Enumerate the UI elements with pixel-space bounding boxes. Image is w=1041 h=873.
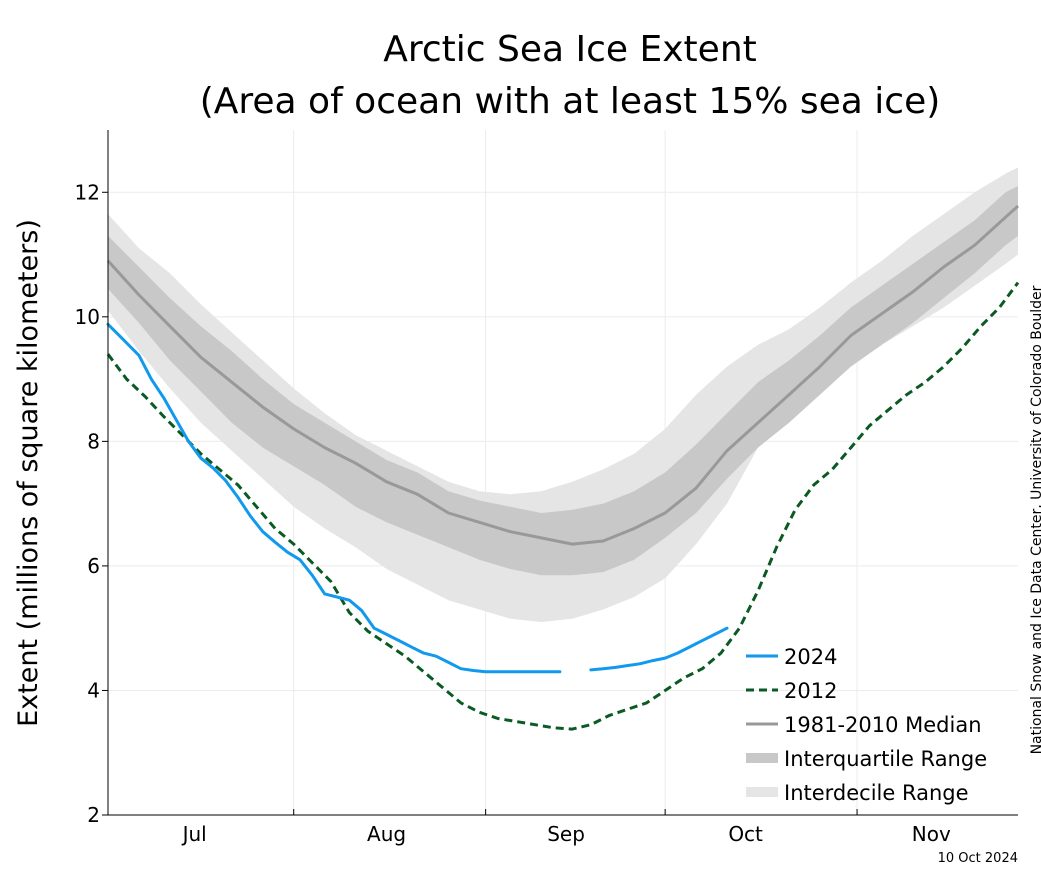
y-tick-label: 10: [75, 305, 100, 329]
x-tick-label-oct: Oct: [728, 822, 763, 846]
date-stamp: 10 Oct 2024: [938, 851, 1018, 866]
series-2024-line-segment-1: [106, 322, 562, 674]
series-2012-line: [106, 281, 1020, 731]
legend-label-1981-2010-median: 1981-2010 Median: [784, 713, 982, 737]
legend: 2024 2012 1981-2010 Median Interquartile Ra…: [746, 645, 987, 805]
range-bands: [108, 167, 1018, 622]
y-tick-label: 12: [75, 180, 100, 204]
axes: 2 4 6 8 10 12 Jul Aug Sep Oct Nov: [75, 130, 1018, 846]
median-line: [106, 204, 1020, 546]
legend-label-2024: 2024: [784, 645, 837, 669]
x-tick-label-nov: Nov: [912, 822, 951, 846]
interdecile-band: [108, 167, 1018, 622]
interquartile-band: [108, 186, 1018, 576]
chart-title-line2: (Area of ocean with at least 15% sea ice…: [200, 81, 941, 122]
legend-label-interdecile-range: Interdecile Range: [784, 781, 969, 805]
series-2024-line-segment-2: [589, 626, 729, 672]
legend-label-2012: 2012: [784, 679, 837, 703]
x-tick-label-aug: Aug: [367, 822, 406, 846]
x-tick-label-jul: Jul: [181, 822, 207, 846]
chart-title-line1: Arctic Sea Ice Extent: [383, 29, 757, 70]
data-lines: [106, 204, 1020, 731]
x-tick-label-sep: Sep: [547, 822, 585, 846]
y-axis-label: Extent (millions of square kilometers): [13, 219, 44, 727]
y-tick-label: 6: [87, 554, 100, 578]
credit-text: National Snow and Ice Data Center, Unive…: [1029, 285, 1041, 754]
y-tick-label: 4: [87, 678, 100, 702]
y-tick-label: 8: [87, 429, 100, 453]
legend-label-interquartile-range: Interquartile Range: [784, 747, 987, 771]
y-tick-label: 2: [87, 803, 100, 827]
